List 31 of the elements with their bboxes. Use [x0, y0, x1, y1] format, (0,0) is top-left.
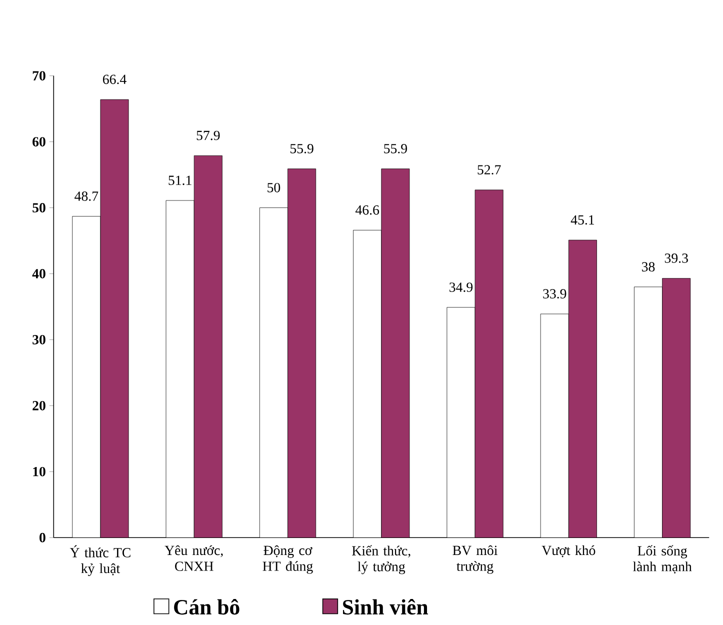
data-label: 45.1 [570, 215, 594, 225]
y-tick-label: 10 [33, 467, 46, 476]
data-label: 38 [642, 262, 655, 272]
y-tick-label: 60 [32, 137, 46, 147]
data-label: 34.9 [450, 282, 473, 292]
data-label: 50 [268, 183, 280, 192]
legend-label: Sinh viên [342, 599, 428, 615]
x-tick-label: Vượt khó [542, 545, 596, 558]
legend-label: Cán bô [174, 599, 240, 615]
y-tick-label: 30 [32, 335, 46, 345]
data-label: 46.6 [355, 206, 380, 215]
x-tick-label: Kiến thức, lý tưởng [352, 545, 410, 574]
x-tick-label: Động cơ HT đúng [262, 545, 313, 574]
data-label: 52.7 [478, 165, 501, 175]
data-label: 57.9 [196, 130, 220, 140]
data-label: 33.9 [543, 289, 566, 299]
data-label: 51.1 [168, 176, 192, 186]
y-tick-label: 40 [32, 269, 46, 279]
y-tick-label: 70 [32, 71, 46, 81]
data-label: 66.4 [102, 74, 126, 84]
y-tick-label: 20 [32, 401, 46, 410]
data-label: 39.3 [664, 254, 688, 264]
x-tick-label: Yêu nước, CNXH [164, 545, 223, 572]
data-label: 55.9 [384, 144, 407, 154]
x-tick-label: Ý thức TC kỷ luật [70, 545, 130, 576]
x-tick-label: Lối sống lành mạnh [632, 545, 692, 574]
x-tick-label: BV môi trường [452, 545, 498, 574]
data-label: 48.7 [74, 192, 98, 202]
data-label: 55.9 [290, 144, 314, 154]
y-tick-label: 0 [40, 533, 46, 542]
y-tick-label: 50 [32, 203, 46, 213]
